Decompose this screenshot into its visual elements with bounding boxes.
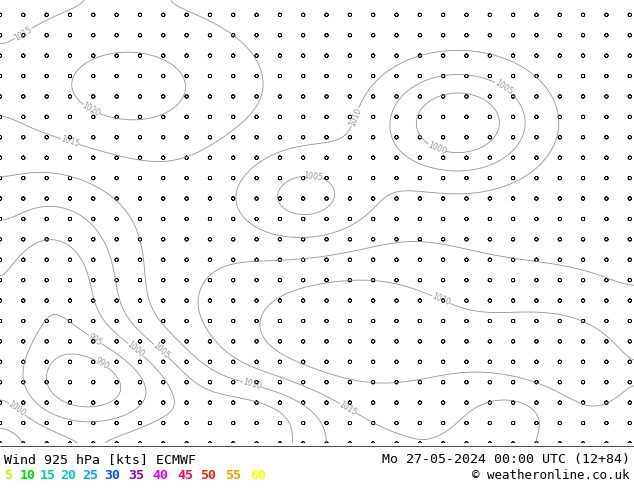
Text: 990: 990 xyxy=(93,356,110,371)
Text: 995: 995 xyxy=(87,332,104,347)
Text: 1020: 1020 xyxy=(430,292,451,308)
Text: 1010: 1010 xyxy=(242,378,263,392)
Text: 30: 30 xyxy=(104,469,120,482)
Text: 1005: 1005 xyxy=(151,341,171,361)
Text: Mo 27-05-2024 00:00 UTC (12+84): Mo 27-05-2024 00:00 UTC (12+84) xyxy=(382,453,630,466)
Text: 1020: 1020 xyxy=(81,101,102,118)
Text: 25: 25 xyxy=(82,469,98,482)
Text: 60: 60 xyxy=(250,469,266,482)
Text: 50: 50 xyxy=(200,469,216,482)
Text: Wind 925 hPa [kts] ECMWF: Wind 925 hPa [kts] ECMWF xyxy=(4,453,196,466)
Text: 1015: 1015 xyxy=(13,24,34,42)
Text: 15: 15 xyxy=(40,469,56,482)
Text: 1005: 1005 xyxy=(302,171,323,182)
Text: 1000: 1000 xyxy=(6,400,27,418)
Text: 1015: 1015 xyxy=(337,399,359,417)
Text: 1005: 1005 xyxy=(493,78,514,97)
Text: 10: 10 xyxy=(20,469,36,482)
Text: 1015: 1015 xyxy=(60,134,81,149)
Text: 5: 5 xyxy=(4,469,12,482)
Text: 1010: 1010 xyxy=(347,106,363,127)
Text: 40: 40 xyxy=(152,469,168,482)
Text: 20: 20 xyxy=(60,469,76,482)
Text: 55: 55 xyxy=(225,469,241,482)
Text: 35: 35 xyxy=(128,469,144,482)
Text: 1000: 1000 xyxy=(126,340,146,359)
Text: © weatheronline.co.uk: © weatheronline.co.uk xyxy=(472,469,630,482)
Text: 1000: 1000 xyxy=(426,141,448,156)
Text: 45: 45 xyxy=(177,469,193,482)
